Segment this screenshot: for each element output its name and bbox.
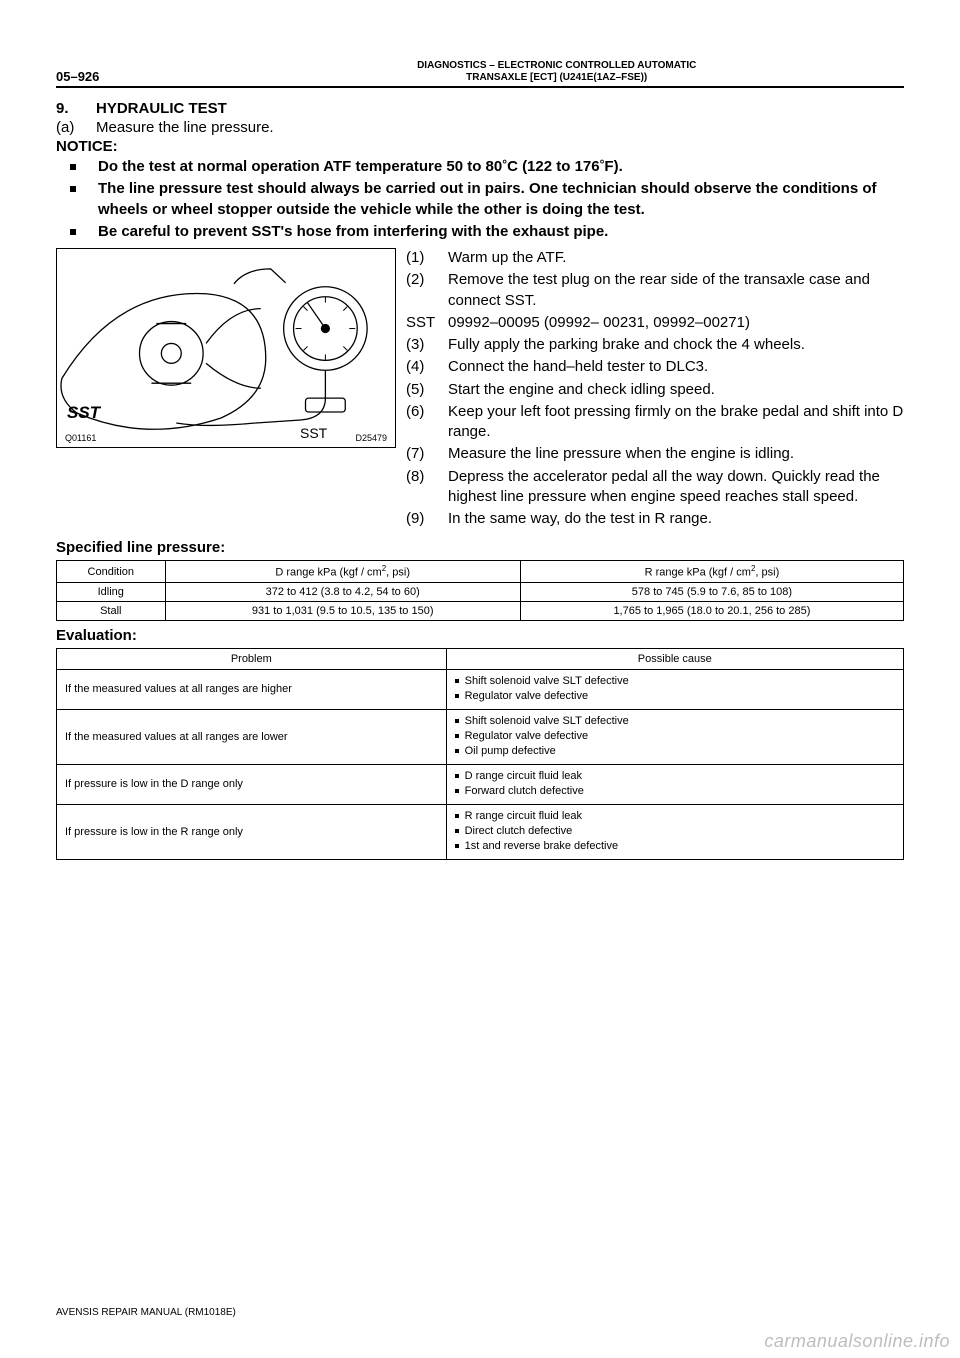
- step-row: (3)Fully apply the parking brake and cho…: [406, 335, 904, 355]
- step-row: (9)In the same way, do the test in R ran…: [406, 509, 904, 529]
- eval-problem: If pressure is low in the D range only: [57, 764, 447, 804]
- cause-item: Regulator valve defective: [455, 729, 895, 744]
- spec-cell: 578 to 745 (5.9 to 7.6, 85 to 108): [520, 582, 903, 601]
- eval-row: If pressure is low in the D range onlyD …: [57, 764, 904, 804]
- header-title-line2: TRANSAXLE [ECT] (U241E(1AZ–FSE)): [466, 72, 647, 83]
- notice-label: NOTICE:: [56, 138, 904, 155]
- cause-item: Regulator valve defective: [455, 689, 895, 704]
- eval-title: Evaluation:: [56, 627, 904, 644]
- spec-cell: 372 to 412 (3.8 to 4.2, 54 to 60): [165, 582, 520, 601]
- cause-item: Oil pump defective: [455, 744, 895, 759]
- step-text: Connect the hand–held tester to DLC3.: [448, 357, 904, 377]
- step-number: (9): [406, 509, 448, 529]
- step-number: (5): [406, 380, 448, 400]
- notice-list: Do the test at normal operation ATF temp…: [56, 157, 904, 242]
- footer-text: AVENSIS REPAIR MANUAL (RM1018E): [56, 1307, 236, 1318]
- step-text: Fully apply the parking brake and chock …: [448, 335, 904, 355]
- figure-code-left: Q01161: [65, 433, 96, 443]
- section-heading: 9.HYDRAULIC TEST: [56, 100, 904, 117]
- step-text: Keep your left foot pressing firmly on t…: [448, 402, 904, 443]
- eval-row: If pressure is low in the R range onlyR …: [57, 804, 904, 859]
- figure-sst-label: SST: [67, 403, 100, 423]
- cause-item: 1st and reverse brake defective: [455, 839, 895, 854]
- watermark: carmanualsonline.info: [764, 1331, 950, 1352]
- eval-problem: If the measured values at all ranges are…: [57, 709, 447, 764]
- step-number: (2): [406, 270, 448, 311]
- cause-item: D range circuit fluid leak: [455, 769, 895, 784]
- step-number: (3): [406, 335, 448, 355]
- step-text: Start the engine and check idling speed.: [448, 380, 904, 400]
- step-row: (4)Connect the hand–held tester to DLC3.: [406, 357, 904, 377]
- eval-row: If the measured values at all ranges are…: [57, 669, 904, 709]
- step-number: SST: [406, 313, 448, 333]
- spec-th-drange: D range kPa (kgf / cm2, psi): [165, 561, 520, 583]
- header-title-line1: DIAGNOSTICS – ELECTRONIC CONTROLLED AUTO…: [417, 60, 696, 71]
- spec-th-condition: Condition: [57, 561, 166, 583]
- spec-title: Specified line pressure:: [56, 539, 904, 556]
- step-number: (8): [406, 467, 448, 508]
- spec-cell: Idling: [57, 582, 166, 601]
- eval-table: Problem Possible cause If the measured v…: [56, 648, 904, 860]
- step-row: (8)Depress the accelerator pedal all the…: [406, 467, 904, 508]
- eval-cause: R range circuit fluid leakDirect clutch …: [446, 804, 903, 859]
- subline-text: Measure the line pressure.: [96, 119, 274, 136]
- step-text: 09992–00095 (09992– 00231, 09992–00271): [448, 313, 750, 333]
- eval-cause: D range circuit fluid leakForward clutch…: [446, 764, 903, 804]
- steps-list: (1)Warm up the ATF.(2)Remove the test pl…: [406, 248, 904, 531]
- step-row: (1)Warm up the ATF.: [406, 248, 904, 268]
- page-number: 05–926: [56, 69, 99, 84]
- subline-label: (a): [56, 119, 96, 136]
- step-row: (5)Start the engine and check idling spe…: [406, 380, 904, 400]
- cause-item: Direct clutch defective: [455, 824, 895, 839]
- sst-line: SST09992–00095 (09992– 00231, 09992–0027…: [406, 313, 904, 333]
- cause-item: Shift solenoid valve SLT defective: [455, 674, 895, 689]
- step-text: Remove the test plug on the rear side of…: [448, 270, 904, 311]
- spec-cell: 1,765 to 1,965 (18.0 to 20.1, 256 to 285…: [520, 601, 903, 620]
- spec-table: Condition D range kPa (kgf / cm2, psi) R…: [56, 560, 904, 621]
- eval-row: If the measured values at all ranges are…: [57, 709, 904, 764]
- step-text: Measure the line pressure when the engin…: [448, 444, 904, 464]
- step-row: (6)Keep your left foot pressing firmly o…: [406, 402, 904, 443]
- eval-problem: If pressure is low in the R range only: [57, 804, 447, 859]
- eval-cause: Shift solenoid valve SLT defectiveRegula…: [446, 669, 903, 709]
- figure-sst-box: SST: [293, 423, 334, 443]
- step-text: Depress the accelerator pedal all the wa…: [448, 467, 904, 508]
- spec-cell: Stall: [57, 601, 166, 620]
- step-text: Warm up the ATF.: [448, 248, 904, 268]
- cause-item: R range circuit fluid leak: [455, 809, 895, 824]
- cause-item: Shift solenoid valve SLT defective: [455, 714, 895, 729]
- notice-item: The line pressure test should always be …: [98, 179, 904, 220]
- cause-item: Forward clutch defective: [455, 784, 895, 799]
- page-header: 05–926 DIAGNOSTICS – ELECTRONIC CONTROLL…: [56, 60, 904, 88]
- eval-problem: If the measured values at all ranges are…: [57, 669, 447, 709]
- notice-item: Do the test at normal operation ATF temp…: [98, 157, 904, 177]
- notice-item: Be careful to prevent SST's hose from in…: [98, 222, 904, 242]
- figure-code-right: D25479: [355, 433, 387, 443]
- step-number: (4): [406, 357, 448, 377]
- spec-row: Idling372 to 412 (3.8 to 4.2, 54 to 60)5…: [57, 582, 904, 601]
- step-row: (2)Remove the test plug on the rear side…: [406, 270, 904, 311]
- eval-cause: Shift solenoid valve SLT defectiveRegula…: [446, 709, 903, 764]
- spec-th-rrange: R range kPa (kgf / cm2, psi): [520, 561, 903, 583]
- spec-cell: 931 to 1,031 (9.5 to 10.5, 135 to 150): [165, 601, 520, 620]
- step-number: (6): [406, 402, 448, 443]
- eval-th-cause: Possible cause: [446, 648, 903, 669]
- step-text: In the same way, do the test in R range.: [448, 509, 904, 529]
- section-title: HYDRAULIC TEST: [96, 100, 227, 117]
- header-title: DIAGNOSTICS – ELECTRONIC CONTROLLED AUTO…: [99, 60, 904, 84]
- figure-illustration: [57, 249, 395, 448]
- step-row: (7)Measure the line pressure when the en…: [406, 444, 904, 464]
- section-subline: (a)Measure the line pressure.: [56, 119, 904, 136]
- eval-th-problem: Problem: [57, 648, 447, 669]
- step-number: (7): [406, 444, 448, 464]
- section-number: 9.: [56, 100, 96, 117]
- figure-box: SST Q01161 D25479 SST: [56, 248, 396, 448]
- step-number: (1): [406, 248, 448, 268]
- spec-row: Stall931 to 1,031 (9.5 to 10.5, 135 to 1…: [57, 601, 904, 620]
